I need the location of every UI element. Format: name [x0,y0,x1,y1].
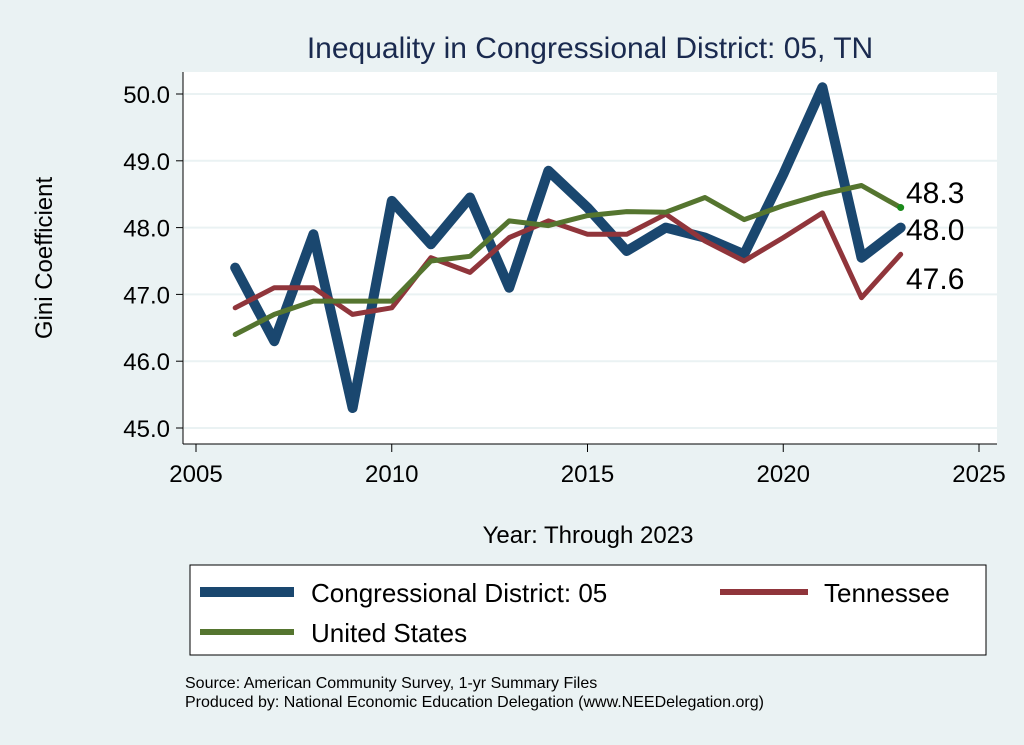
x-axis-ticks: 2005 2010 2015 2020 2025 [169,444,1006,488]
y-axis-title: Gini Coefficient [31,177,58,340]
x-axis-title: Year: Through 2023 [483,522,694,549]
legend-box [189,564,987,656]
source-note: Source: American Community Survey, 1-yr … [185,675,597,692]
x-tick-label: 2015 [561,461,614,488]
legend-label-united-states: United States [311,618,467,648]
y-tick-label: 46.0 [123,349,170,376]
x-tick-label: 2025 [952,461,1005,488]
producer-note: Produced by: National Economic Education… [185,694,764,711]
y-tick-label: 48.0 [123,216,170,243]
chart-title: Inequality in Congressional District: 05… [307,32,873,65]
y-tick-label: 47.0 [123,282,170,309]
series-line-congressional-district-05 [230,82,906,413]
series-line-tennessee [232,210,904,317]
x-tick-label: 2010 [365,461,418,488]
end-label: 47.6 [906,263,964,296]
legend-label-tennessee: Tennessee [824,578,950,608]
legend: Congressional District: 05 Tennessee Uni… [189,564,987,656]
end-label: 48.0 [906,214,964,247]
legend-label-district: Congressional District: 05 [311,578,607,608]
series-lines [230,82,906,413]
y-axis-ticks: 45.0 46.0 47.0 48.0 49.0 50.0 [123,82,183,443]
end-label: 48.3 [906,177,964,210]
end-labels: 48.0 47.6 48.3 [906,177,964,296]
x-tick-label: 2005 [169,461,222,488]
series-line-united-states [232,183,904,337]
end-point-marker [897,204,905,212]
y-tick-label: 50.0 [123,82,170,109]
y-tick-label: 45.0 [123,416,170,443]
y-tick-label: 49.0 [123,149,170,176]
x-tick-label: 2020 [757,461,810,488]
